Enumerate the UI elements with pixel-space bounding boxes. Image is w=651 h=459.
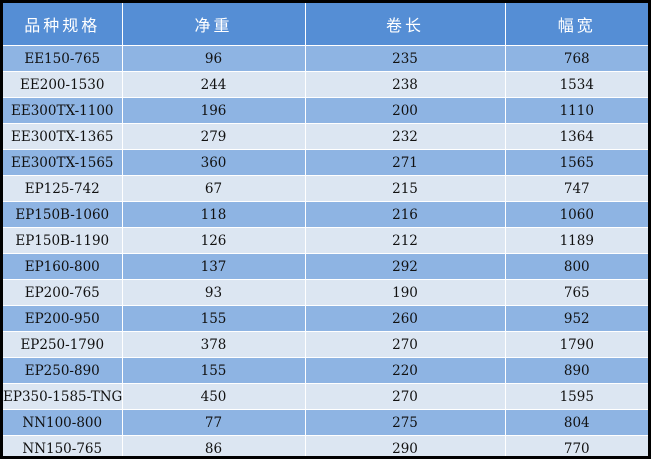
cell-width: 765 bbox=[504, 279, 648, 306]
table-row: EE200-1530 244 238 1534 bbox=[3, 71, 648, 98]
header-width: 幅宽 bbox=[504, 3, 648, 46]
cell-width: 747 bbox=[504, 175, 648, 202]
cell-net-weight: 93 bbox=[121, 279, 306, 306]
cell-spec: EE300TX-1565 bbox=[3, 149, 123, 176]
header-roll-length: 卷长 bbox=[304, 3, 506, 46]
table-row: EP150B-1190 126 212 1189 bbox=[3, 227, 648, 254]
cell-roll-length: 238 bbox=[304, 71, 506, 98]
table-row: EP200-950 155 260 952 bbox=[3, 305, 648, 332]
cell-spec: EP200-765 bbox=[3, 279, 123, 306]
table-row: EE150-765 96 235 768 bbox=[3, 45, 648, 72]
cell-roll-length: 200 bbox=[304, 97, 506, 124]
cell-spec: EE150-765 bbox=[3, 45, 123, 72]
cell-width: 890 bbox=[504, 357, 648, 384]
cell-net-weight: 378 bbox=[121, 331, 306, 358]
table-row: EE300TX-1100 196 200 1110 bbox=[3, 97, 648, 124]
cell-net-weight: 196 bbox=[121, 97, 306, 124]
cell-net-weight: 77 bbox=[121, 409, 306, 436]
cell-net-weight: 137 bbox=[121, 253, 306, 280]
spec-table: 品种规格 净重 卷长 幅宽 EE150-765 96 235 768 EE200-153… bbox=[3, 3, 648, 456]
cell-roll-length: 190 bbox=[304, 279, 506, 306]
cell-width: 1189 bbox=[504, 227, 648, 254]
cell-width: 952 bbox=[504, 305, 648, 332]
cell-roll-length: 270 bbox=[304, 331, 506, 358]
cell-net-weight: 244 bbox=[121, 71, 306, 98]
cell-roll-length: 270 bbox=[304, 383, 506, 410]
table-row: EP160-800 137 292 800 bbox=[3, 253, 648, 280]
cell-width: 1565 bbox=[504, 149, 648, 176]
cell-spec: EE300TX-1365 bbox=[3, 123, 123, 150]
cell-roll-length: 232 bbox=[304, 123, 506, 150]
table-row: EP200-765 93 190 765 bbox=[3, 279, 648, 306]
header-row: 品种规格 净重 卷长 幅宽 bbox=[3, 3, 648, 46]
cell-spec: EP125-742 bbox=[3, 175, 123, 202]
table-row: EP250-890 155 220 890 bbox=[3, 357, 648, 384]
cell-net-weight: 96 bbox=[121, 45, 306, 72]
cell-width: 770 bbox=[504, 435, 648, 456]
cell-net-weight: 126 bbox=[121, 227, 306, 254]
cell-width: 1534 bbox=[504, 71, 648, 98]
cell-width: 1110 bbox=[504, 97, 648, 124]
cell-width: 1595 bbox=[504, 383, 648, 410]
cell-net-weight: 279 bbox=[121, 123, 306, 150]
cell-spec: EP150B-1190 bbox=[3, 227, 123, 254]
cell-roll-length: 235 bbox=[304, 45, 506, 72]
table-row: EP150B-1060 118 216 1060 bbox=[3, 201, 648, 228]
cell-net-weight: 155 bbox=[121, 357, 306, 384]
table-row: EE300TX-1565 360 271 1565 bbox=[3, 149, 648, 176]
table-row: EP350-1585-TNG 450 270 1595 bbox=[3, 383, 648, 410]
cell-roll-length: 275 bbox=[304, 409, 506, 436]
cell-net-weight: 86 bbox=[121, 435, 306, 456]
table-row: NN100-800 77 275 804 bbox=[3, 409, 648, 436]
cell-width: 1060 bbox=[504, 201, 648, 228]
cell-net-weight: 155 bbox=[121, 305, 306, 332]
cell-roll-length: 216 bbox=[304, 201, 506, 228]
cell-net-weight: 360 bbox=[121, 149, 306, 176]
header-spec: 品种规格 bbox=[3, 3, 123, 46]
cell-net-weight: 118 bbox=[121, 201, 306, 228]
cell-spec: NN150-765 bbox=[3, 435, 123, 456]
cell-width: 1364 bbox=[504, 123, 648, 150]
cell-width: 804 bbox=[504, 409, 648, 436]
table-row: EE300TX-1365 279 232 1364 bbox=[3, 123, 648, 150]
cell-spec: EP150B-1060 bbox=[3, 201, 123, 228]
cell-roll-length: 290 bbox=[304, 435, 506, 456]
cell-width: 800 bbox=[504, 253, 648, 280]
cell-width: 768 bbox=[504, 45, 648, 72]
table-row: EP125-742 67 215 747 bbox=[3, 175, 648, 202]
cell-spec: EP200-950 bbox=[3, 305, 123, 332]
cell-spec: EP160-800 bbox=[3, 253, 123, 280]
cell-spec: NN100-800 bbox=[3, 409, 123, 436]
cell-roll-length: 220 bbox=[304, 357, 506, 384]
cell-spec: EE300TX-1100 bbox=[3, 97, 123, 124]
cell-spec: EP350-1585-TNG bbox=[3, 383, 123, 410]
cell-roll-length: 212 bbox=[304, 227, 506, 254]
table-row: EP250-1790 378 270 1790 bbox=[3, 331, 648, 358]
cell-roll-length: 271 bbox=[304, 149, 506, 176]
cell-roll-length: 292 bbox=[304, 253, 506, 280]
table-row: NN150-765 86 290 770 bbox=[3, 435, 648, 456]
cell-net-weight: 450 bbox=[121, 383, 306, 410]
header-net-weight: 净重 bbox=[121, 3, 306, 46]
cell-roll-length: 260 bbox=[304, 305, 506, 332]
cell-spec: EP250-1790 bbox=[3, 331, 123, 358]
cell-roll-length: 215 bbox=[304, 175, 506, 202]
cell-spec: EE200-1530 bbox=[3, 71, 123, 98]
cell-width: 1790 bbox=[504, 331, 648, 358]
cell-spec: EP250-890 bbox=[3, 357, 123, 384]
cell-net-weight: 67 bbox=[121, 175, 306, 202]
